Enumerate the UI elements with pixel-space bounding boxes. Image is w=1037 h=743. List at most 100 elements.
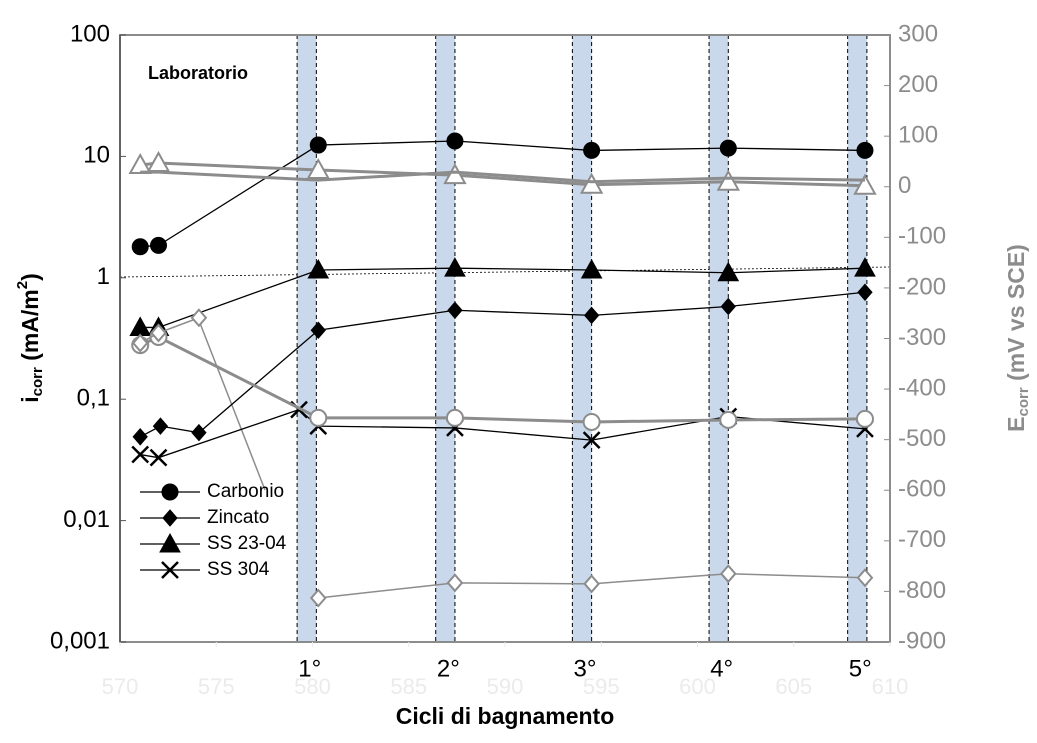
series-line — [140, 170, 865, 184]
series-line — [139, 291, 866, 438]
marker — [583, 574, 600, 594]
x-tick-label: 600 — [679, 674, 716, 699]
y2-tick-label: -300 — [898, 324, 946, 351]
marker — [161, 561, 179, 579]
y-axis-label: icorr (mA/m2) — [14, 273, 46, 403]
y-tick-label: 0,001 — [50, 627, 110, 654]
x-tick-label: 570 — [102, 674, 139, 699]
y2-tick-label: 300 — [898, 20, 938, 47]
y2-tick-label: -100 — [898, 223, 946, 250]
marker — [150, 236, 167, 254]
y-tick-label: 100 — [70, 20, 110, 47]
marker — [310, 321, 326, 339]
marker — [447, 301, 463, 320]
marker — [719, 139, 737, 157]
cycle-label: 3° — [574, 655, 597, 682]
marker — [719, 564, 737, 584]
marker — [150, 323, 167, 343]
x-tick-label: 580 — [294, 674, 331, 699]
y2-tick-label: -900 — [898, 627, 946, 654]
y2-tick-label: -700 — [898, 526, 946, 553]
marker — [853, 173, 877, 195]
y2-axis-label: Ecorr (mV vs SCE) — [1003, 244, 1032, 432]
chart-title: Laboratorio — [148, 63, 248, 83]
y2-tick-label: 100 — [898, 122, 938, 149]
cycle-band — [435, 35, 455, 642]
y2-tick-label: -500 — [898, 425, 946, 452]
marker — [720, 297, 736, 316]
x-axis-label: Cicli di bagnamento — [396, 703, 615, 729]
series-line — [140, 267, 865, 329]
marker — [579, 172, 604, 194]
y-tick-label: 0,1 — [77, 385, 110, 412]
marker — [131, 445, 150, 464]
marker — [446, 132, 464, 150]
y-axis-label-part: ) — [17, 273, 43, 281]
y-axis-label-part: 2 — [14, 281, 31, 289]
marker — [854, 257, 876, 277]
series-line — [140, 140, 865, 248]
legend-label: Carbonio — [207, 481, 284, 502]
marker — [583, 306, 600, 325]
x-tick-label: 590 — [487, 674, 524, 699]
marker — [855, 409, 874, 428]
cycle-band — [297, 35, 317, 642]
y2-axis-label-part: corr — [1015, 387, 1032, 416]
marker — [191, 423, 207, 442]
y2-tick-label: -400 — [898, 374, 946, 401]
series-line — [139, 317, 200, 344]
marker — [444, 257, 466, 277]
y-axis-label-part: corr — [29, 367, 46, 396]
y-tick-label: 0,01 — [63, 506, 110, 533]
marker — [856, 568, 874, 588]
x-tick-label: 575 — [198, 674, 235, 699]
cycle-label: 2° — [437, 655, 460, 682]
marker — [309, 136, 327, 154]
marker — [445, 408, 464, 427]
marker — [159, 532, 181, 553]
marker — [582, 431, 601, 450]
cycle-label: 5° — [849, 655, 872, 682]
trend-line — [119, 266, 891, 278]
marker — [161, 483, 179, 501]
series-line — [139, 335, 865, 424]
marker — [309, 588, 327, 608]
marker — [446, 573, 464, 593]
x-tick-label: 595 — [583, 674, 620, 699]
marker — [856, 141, 874, 159]
legend-label: SS 23-04 — [207, 533, 287, 554]
legend-label: Zincato — [207, 507, 269, 528]
y2-axis-label-part: E — [1003, 417, 1029, 432]
marker — [306, 157, 330, 180]
x-tick-label: 610 — [872, 674, 909, 699]
y2-tick-label: -600 — [898, 476, 946, 503]
marker — [132, 428, 148, 446]
legend: Carbonio Zincato SS 23-04 SS 304 — [140, 481, 287, 580]
cycle-band — [847, 35, 867, 642]
marker — [717, 261, 740, 282]
x-tick-label: 585 — [390, 674, 427, 699]
marker — [129, 316, 152, 336]
y-tick-label: 1 — [97, 263, 110, 290]
cycle-label: 1° — [298, 655, 321, 682]
marker — [443, 163, 467, 185]
y2-tick-label: -200 — [898, 273, 946, 300]
marker — [190, 308, 208, 328]
y2-tick-label: -800 — [898, 577, 946, 604]
marker — [131, 238, 149, 256]
marker — [152, 417, 169, 435]
cycle-label: 4° — [710, 655, 733, 682]
marker — [128, 152, 152, 174]
marker — [309, 408, 328, 427]
marker — [131, 333, 149, 353]
marker — [857, 283, 873, 302]
marker — [583, 141, 601, 159]
marker — [719, 410, 738, 429]
marker — [580, 258, 603, 279]
marker — [716, 169, 740, 191]
marker — [149, 448, 168, 467]
y2-axis-label-part: (mV vs SCE) — [1003, 244, 1029, 387]
y-axis-label-part: (mA/m — [17, 289, 43, 367]
legend-label: SS 304 — [207, 559, 270, 580]
